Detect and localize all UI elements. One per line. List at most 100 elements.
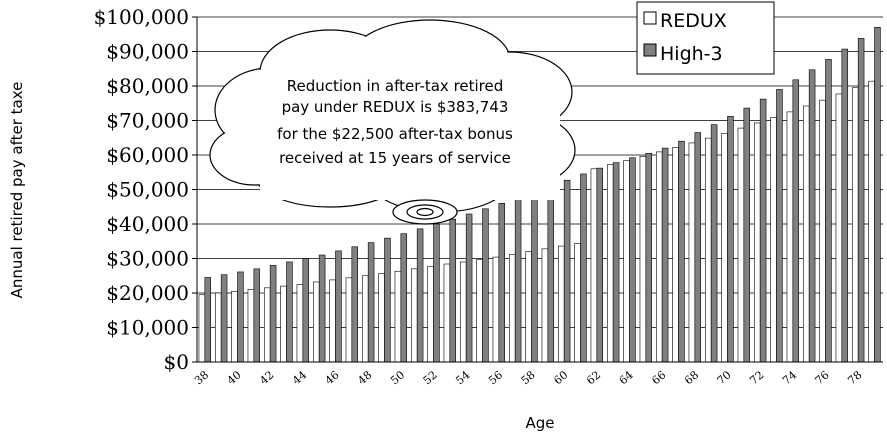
y-tick-label: $90,000 (106, 40, 189, 64)
x-axis-ticks: 38 40 42 44 46 48 50 52 54 56 58 60 62 64 66 68 70 72 74 76… (192, 368, 864, 387)
bar-high-3-65 (645, 152, 653, 363)
bar-redux-48 (361, 275, 369, 363)
bar-redux-72 (753, 122, 761, 363)
legend-swatch-redux (643, 11, 657, 25)
bar-redux-53 (443, 263, 451, 363)
bar-high-3-53 (449, 218, 457, 363)
callout-cloud: Reduction in after-tax retired pay under… (209, 19, 576, 225)
y-tick-label: $100,000 (94, 5, 189, 29)
bar-high-3-73 (776, 89, 783, 363)
bar-high-3-38 (204, 277, 212, 363)
bar-redux-71 (737, 127, 745, 363)
bar-high-3-43 (286, 261, 293, 363)
x-tick-label: 68 (682, 368, 701, 387)
x-tick-label: 70 (715, 368, 734, 387)
x-tick-label: 56 (486, 368, 505, 387)
bar-high-3-77 (841, 48, 849, 363)
bar-high-3-47 (351, 246, 359, 363)
callout-line-2: pay under REDUX is $383,743 (282, 98, 509, 116)
bar-high-3-63 (612, 162, 620, 363)
bar-redux-59 (541, 248, 549, 363)
bar-redux-64 (623, 160, 630, 363)
bar-redux-67 (672, 147, 679, 363)
bar-redux-49 (378, 273, 385, 363)
bar-redux-60 (557, 245, 565, 363)
bar-redux-66 (655, 151, 663, 363)
bar-redux-50 (394, 270, 402, 363)
bar-redux-52 (427, 266, 434, 363)
bar-high-3-64 (629, 157, 636, 363)
bar-high-3-46 (335, 250, 342, 363)
bar-redux-79 (868, 80, 875, 363)
bar-high-3-60 (563, 179, 571, 363)
x-tick-label: 62 (584, 368, 603, 387)
bar-redux-41 (247, 289, 255, 363)
bar-redux-47 (345, 277, 353, 363)
bar-redux-56 (492, 256, 500, 363)
bar-high-3-78 (857, 38, 865, 363)
bar-high-3-72 (759, 98, 767, 363)
bar-high-3-71 (743, 107, 751, 363)
bar-redux-62 (590, 168, 598, 363)
bar-high-3-66 (661, 147, 669, 363)
bar-high-3-69 (710, 124, 718, 363)
bar-high-3-57 (514, 197, 522, 363)
bar-redux-58 (525, 251, 532, 363)
bar-high-3-51 (416, 228, 424, 363)
bar-high-3-41 (253, 268, 261, 363)
bar-redux-61 (574, 243, 581, 363)
y-axis-ticks: $0 $10,000 $20,000 $30,000 $40,000 $50,000 $60… (94, 5, 197, 374)
bar-redux-68 (688, 142, 696, 363)
y-tick-label: $10,000 (106, 316, 189, 340)
x-tick-label: 64 (617, 368, 636, 387)
legend-label-redux: REDUX (660, 10, 727, 32)
bar-high-3-44 (302, 258, 310, 363)
y-tick-label: $30,000 (106, 247, 189, 271)
bar-redux-77 (835, 93, 843, 363)
x-tick-label: 60 (551, 368, 570, 387)
x-tick-label: 46 (323, 368, 342, 387)
bar-redux-65 (639, 156, 647, 363)
bar-redux-74 (786, 111, 794, 363)
y-tick-label: $20,000 (106, 281, 189, 305)
y-tick-label: $80,000 (106, 74, 189, 98)
x-tick-label: 50 (388, 368, 407, 387)
bar-high-3-68 (694, 132, 702, 363)
bar-redux-69 (704, 137, 712, 363)
x-tick-label: 42 (257, 368, 276, 387)
bar-high-3-39 (220, 274, 228, 363)
x-axis-label: Age (525, 414, 554, 432)
y-tick-label: $50,000 (106, 178, 189, 202)
bar-high-3-49 (384, 237, 391, 363)
bar-redux-39 (214, 292, 222, 363)
y-tick-label: $0 (164, 350, 189, 374)
bar-redux-38 (198, 294, 206, 363)
bar-redux-78 (851, 87, 859, 363)
x-tick-label: 40 (225, 368, 244, 387)
bar-high-3-55 (482, 208, 489, 363)
bar-high-3-42 (269, 265, 277, 363)
bar-redux-54 (459, 261, 467, 363)
legend-label-high-3: High-3 (660, 43, 723, 65)
legend: REDUX High-3 (636, 1, 775, 75)
bar-redux-40 (231, 290, 238, 363)
bar-redux-70 (721, 132, 728, 363)
x-tick-label: 72 (747, 368, 766, 387)
x-tick-label: 38 (192, 368, 211, 387)
x-tick-label: 66 (649, 368, 668, 387)
bar-high-3-40 (237, 271, 244, 363)
callout-line-4: received at 15 years of service (279, 149, 511, 167)
bar-redux-63 (606, 164, 614, 363)
legend-swatch-high-3 (643, 43, 657, 57)
x-tick-label: 44 (290, 368, 309, 387)
bar-redux-43 (280, 285, 287, 363)
bar-high-3-61 (580, 173, 587, 363)
bar-redux-73 (770, 117, 777, 363)
bar-high-3-58 (531, 191, 538, 363)
bar-high-3-48 (367, 242, 375, 363)
bar-high-3-67 (678, 140, 685, 363)
legend-box (636, 1, 775, 75)
bar-redux-57 (508, 254, 516, 363)
bar-high-3-79 (874, 27, 881, 363)
x-tick-label: 78 (845, 368, 864, 387)
